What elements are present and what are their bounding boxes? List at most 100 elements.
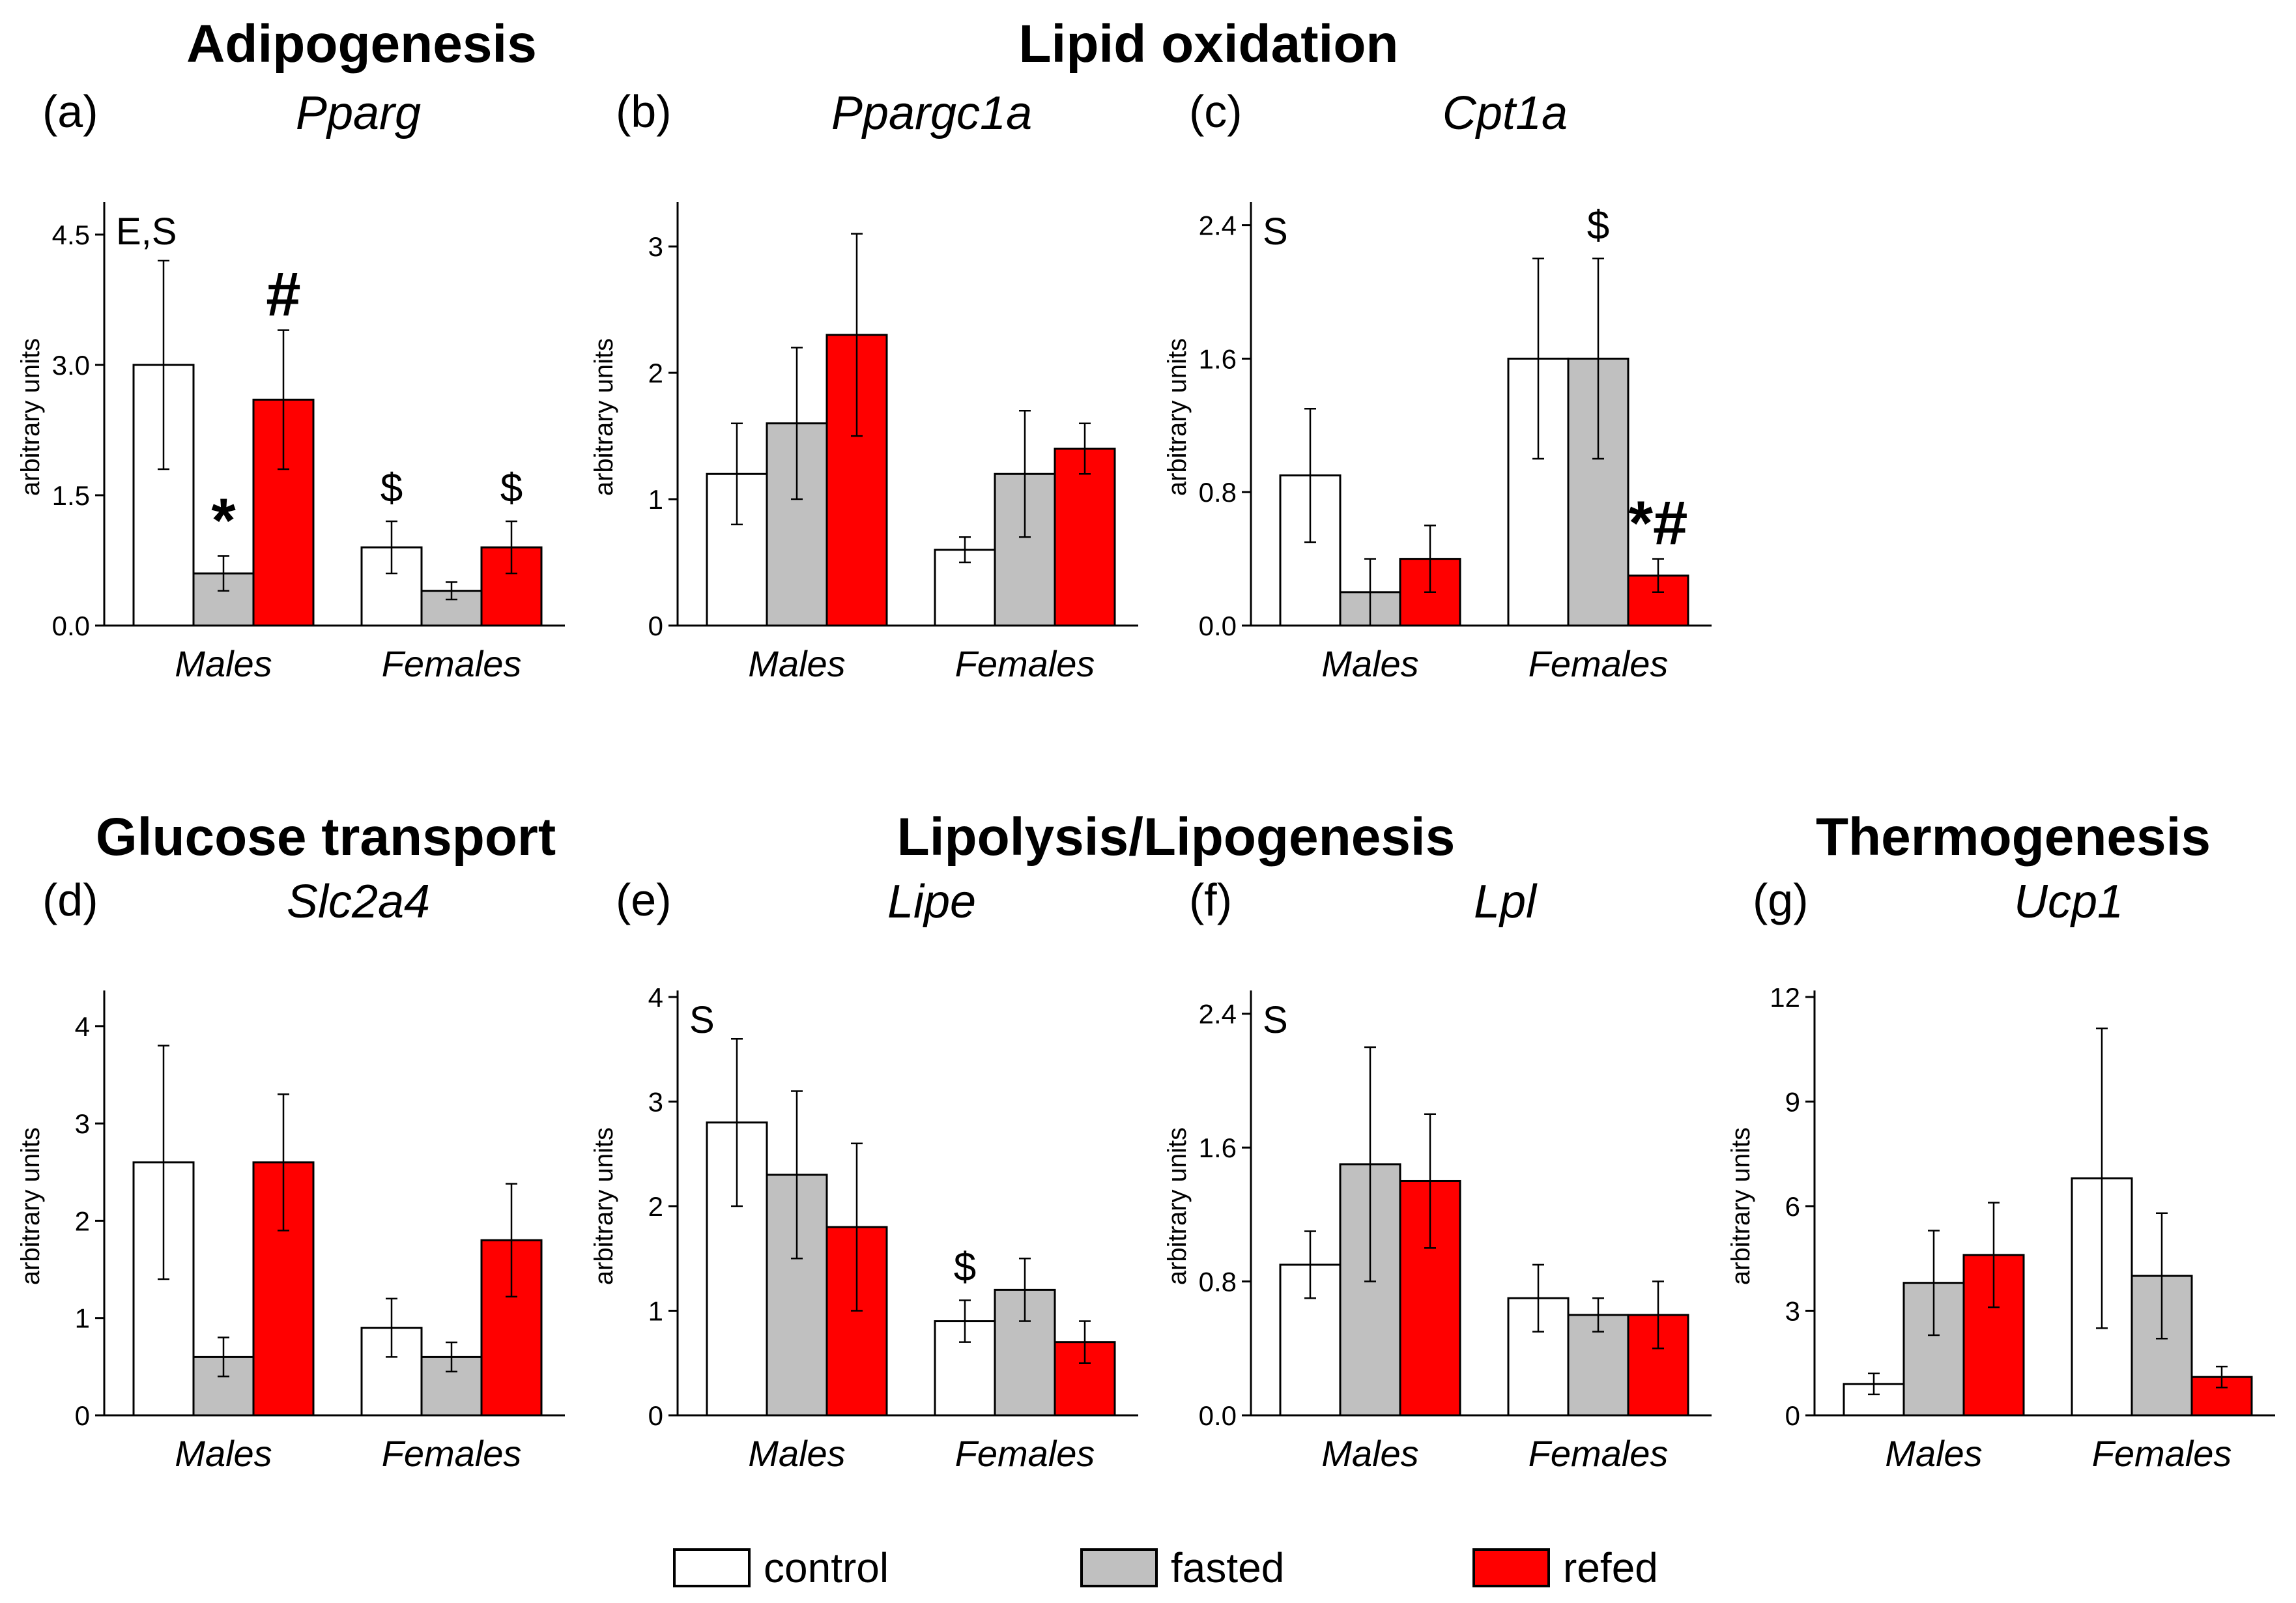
legend-swatch-control (673, 1548, 751, 1587)
y-tick-label: 2 (75, 1206, 90, 1236)
gene-title: Slc2a4 (287, 876, 430, 928)
y-axis-label: arbitrary units (16, 338, 45, 496)
y-axis-label: arbitrary units (16, 1127, 45, 1285)
y-tick-label: 1 (648, 1296, 663, 1327)
gene-title: Cpt1a (1442, 87, 1568, 139)
section-title-adipogenesis: Adipogenesis (186, 14, 537, 74)
panel-label: (a) (42, 86, 98, 137)
category-label-females: Females (382, 1433, 522, 1474)
y-tick-label: 3 (648, 231, 663, 262)
y-tick-label: 0 (1785, 1400, 1800, 1431)
category-label-females: Females (1528, 1433, 1669, 1474)
y-tick-label: 0 (648, 1400, 663, 1431)
y-tick-label: 0.0 (1199, 611, 1237, 641)
category-label-females: Females (2092, 1433, 2232, 1474)
y-tick-label: 6 (1785, 1191, 1800, 1222)
y-tick-label: 1.5 (52, 480, 90, 511)
section-title-glucose-transport: Glucose transport (96, 807, 556, 867)
significance-marker: *# (1629, 489, 1688, 558)
y-axis-label: arbitrary units (590, 1127, 618, 1285)
panel-label: (b) (616, 86, 672, 137)
significance-marker: # (266, 260, 300, 330)
y-axis-label: arbitrary units (1727, 1127, 1755, 1285)
section-title-lipid-oxidation: Lipid oxidation (1018, 14, 1398, 74)
y-tick-label: 0.0 (1199, 1400, 1237, 1431)
gene-title: Lpl (1474, 876, 1538, 928)
y-axis-label: arbitrary units (1163, 1127, 1192, 1285)
y-tick-label: 4 (75, 1011, 90, 1042)
y-tick-label: 2.4 (1199, 999, 1237, 1030)
panel-label: (e) (616, 874, 672, 925)
category-label-females: Females (955, 643, 1095, 684)
y-tick-label: 1.6 (1199, 343, 1237, 374)
significance-note: E,S (116, 210, 177, 253)
y-tick-label: 1 (75, 1303, 90, 1334)
category-label-males: Males (175, 1433, 272, 1474)
y-tick-label: 0.8 (1199, 1267, 1237, 1297)
significance-marker: $ (1587, 203, 1609, 248)
y-tick-label: 12 (1770, 982, 1800, 1013)
category-label-females: Females (955, 1433, 1095, 1474)
chart-panel-ucp1: (g) Ucp1 arbitrary units 0 3 6 9 12 Males Females (1727, 874, 2275, 1474)
y-tick-label: 2 (648, 358, 663, 388)
chart-panel-pparg: (a) Pparg arbitrary units 0.0 1.5 3.0 4.5 Males… (16, 86, 565, 684)
y-tick-label: 3 (1785, 1296, 1800, 1327)
y-tick-label: 4 (648, 982, 663, 1013)
y-tick-label: 0.0 (52, 611, 90, 641)
bar-refed-females (1054, 447, 1116, 627)
y-tick-label: 3.0 (52, 350, 90, 381)
legend-label-control: control (764, 1544, 889, 1591)
y-tick-label: 0.8 (1199, 477, 1237, 508)
chart-panel-slc2a4: (d) Slc2a4 arbitrary units 0 1 2 3 4 Males Female… (16, 874, 565, 1474)
significance-note: S (689, 999, 715, 1041)
category-label-males: Males (1885, 1433, 1982, 1474)
bar-fasted-males (192, 1355, 255, 1417)
significance-marker: $ (500, 466, 523, 511)
y-tick-label: 2.4 (1199, 210, 1237, 241)
panel-label: (c) (1189, 86, 1242, 137)
y-tick-label: 3 (75, 1108, 90, 1139)
gene-title: Ppargc1a (831, 87, 1032, 139)
chart-panel-ppargc1a: (b) Ppargc1a arbitrary units 0 1 2 3 Males Femal… (590, 86, 1138, 684)
significance-marker: $ (380, 466, 403, 511)
significance-note: S (1263, 210, 1288, 253)
legend-swatch-fasted (1080, 1548, 1158, 1587)
panel-label: (d) (42, 874, 98, 925)
category-label-females: Females (382, 643, 522, 684)
y-tick-label: 0 (75, 1400, 90, 1431)
category-label-males: Males (1321, 643, 1418, 684)
section-title-thermogenesis: Thermogenesis (1816, 807, 2211, 867)
y-tick-label: 1 (648, 484, 663, 515)
gene-title: Pparg (296, 87, 421, 139)
significance-marker: $ (954, 1245, 976, 1290)
significance-marker: * (211, 485, 236, 555)
legend-label-refed: refed (1563, 1544, 1658, 1591)
chart-panels: (a) Pparg arbitrary units 0.0 1.5 3.0 4.5 Males… (16, 86, 2275, 1474)
y-tick-label: 2 (648, 1191, 663, 1222)
panel-label: (g) (1753, 874, 1809, 925)
section-title-lipolysis-lipogenesis: Lipolysis/Lipogenesis (897, 807, 1456, 867)
chart-panel-cpt1a: (c) Cpt1a arbitrary units 0.0 0.8 1.6 2.4 Males… (1163, 86, 1712, 684)
significance-note: S (1263, 999, 1288, 1041)
panel-label: (f) (1189, 874, 1232, 925)
y-tick-label: 0 (648, 611, 663, 641)
y-tick-label: 4.5 (52, 220, 90, 250)
category-label-males: Males (748, 643, 845, 684)
y-tick-label: 9 (1785, 1087, 1800, 1118)
y-tick-label: 1.6 (1199, 1133, 1237, 1163)
y-tick-label: 3 (648, 1087, 663, 1118)
chart-panel-lipe: (e) Lipe arbitrary units 0 1 2 3 4 Males Females S… (590, 874, 1138, 1474)
category-label-females: Females (1528, 643, 1669, 684)
y-axis-label: arbitrary units (590, 338, 618, 496)
chart-panel-lpl: (f) Lpl arbitrary units 0.0 0.8 1.6 2.4 Males Fe… (1163, 874, 1712, 1474)
gene-title: Lipe (887, 876, 976, 928)
y-axis-label: arbitrary units (1163, 338, 1192, 496)
legend-label-fasted: fasted (1171, 1544, 1284, 1591)
legend-swatch-refed (1472, 1548, 1550, 1587)
legend: control fasted refed (673, 1544, 1658, 1591)
gene-title: Ucp1 (2014, 876, 2123, 928)
category-label-males: Males (748, 1433, 845, 1474)
category-label-males: Males (1321, 1433, 1418, 1474)
category-label-males: Males (175, 643, 272, 684)
